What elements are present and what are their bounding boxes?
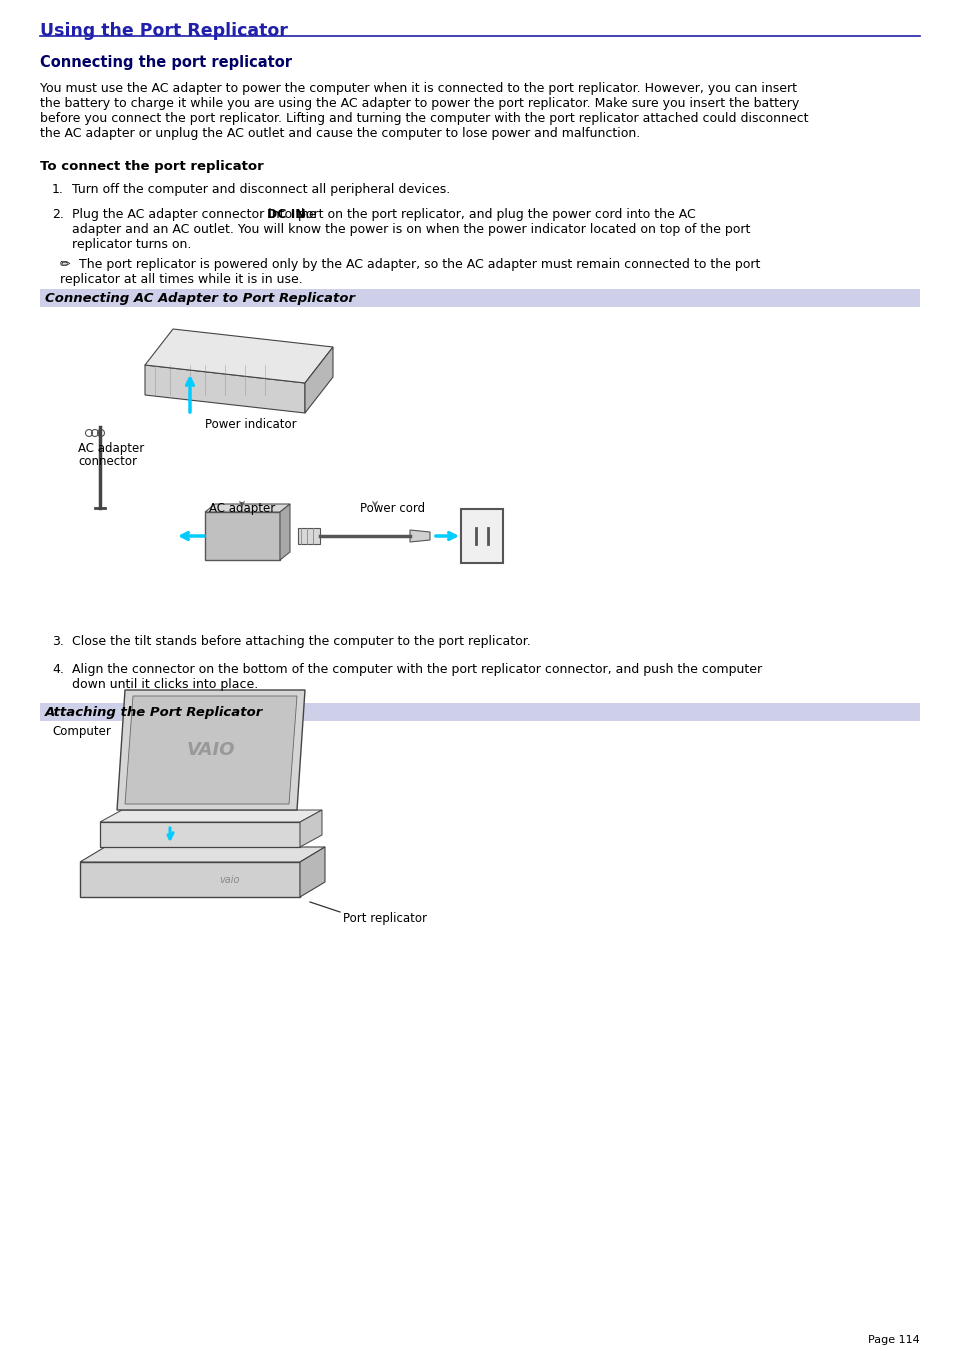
Text: Using the Port Replicator: Using the Port Replicator [40, 22, 288, 41]
Text: Port replicator: Port replicator [343, 912, 427, 925]
Text: Align the connector on the bottom of the computer with the port replicator conne: Align the connector on the bottom of the… [71, 663, 761, 676]
Text: Power indicator: Power indicator [205, 417, 296, 431]
Bar [40, 703, 919, 721]
Text: Connecting the port replicator: Connecting the port replicator [40, 55, 292, 70]
FancyBboxPatch shape [460, 509, 502, 563]
Text: Page 114: Page 114 [867, 1335, 919, 1346]
Polygon shape [117, 690, 305, 811]
Polygon shape [299, 811, 322, 847]
Bar [40, 289, 919, 307]
Text: the AC adapter or unplug the AC outlet and cause the computer to lose power and : the AC adapter or unplug the AC outlet a… [40, 127, 639, 141]
Text: Plug the AC adapter connector into the: Plug the AC adapter connector into the [71, 208, 320, 222]
Text: Power cord: Power cord [359, 503, 425, 515]
Text: 1.: 1. [52, 182, 64, 196]
Polygon shape [100, 821, 299, 847]
Text: before you connect the port replicator. Lifting and turning the computer with th: before you connect the port replicator. … [40, 112, 807, 126]
Text: 2.: 2. [52, 208, 64, 222]
Polygon shape [205, 512, 280, 561]
Text: The port replicator is powered only by the AC adapter, so the AC adapter must re: The port replicator is powered only by t… [75, 258, 760, 272]
Bar [297, 528, 319, 544]
Text: DC IN: DC IN [267, 208, 305, 222]
Text: connector: connector [78, 455, 137, 467]
Polygon shape [305, 347, 333, 413]
Text: 3.: 3. [52, 635, 64, 648]
Text: VAIO: VAIO [186, 740, 234, 759]
Polygon shape [145, 365, 305, 413]
Text: Attaching the Port Replicator: Attaching the Port Replicator [45, 707, 263, 719]
Polygon shape [125, 696, 296, 804]
Polygon shape [100, 811, 322, 821]
Polygon shape [80, 847, 325, 862]
Text: To connect the port replicator: To connect the port replicator [40, 159, 263, 173]
Text: You must use the AC adapter to power the computer when it is connected to the po: You must use the AC adapter to power the… [40, 82, 796, 95]
Text: the battery to charge it while you are using the AC adapter to power the port re: the battery to charge it while you are u… [40, 97, 799, 109]
Text: AC adapter: AC adapter [209, 503, 274, 515]
Polygon shape [299, 847, 325, 897]
Text: Connecting AC Adapter to Port Replicator: Connecting AC Adapter to Port Replicator [45, 292, 355, 305]
Text: vaio: vaio [219, 875, 240, 885]
Text: AC adapter: AC adapter [78, 442, 144, 455]
Text: replicator turns on.: replicator turns on. [71, 238, 192, 251]
Text: port on the port replicator, and plug the power cord into the AC: port on the port replicator, and plug th… [294, 208, 696, 222]
Text: down until it clicks into place.: down until it clicks into place. [71, 678, 258, 690]
Text: adapter and an AC outlet. You will know the power is on when the power indicator: adapter and an AC outlet. You will know … [71, 223, 750, 236]
Text: Computer: Computer [52, 725, 111, 738]
Polygon shape [145, 330, 333, 382]
Text: Close the tilt stands before attaching the computer to the port replicator.: Close the tilt stands before attaching t… [71, 635, 530, 648]
Polygon shape [410, 530, 430, 542]
Text: 4.: 4. [52, 663, 64, 676]
Text: Turn off the computer and disconnect all peripheral devices.: Turn off the computer and disconnect all… [71, 182, 450, 196]
Polygon shape [280, 504, 290, 561]
Polygon shape [80, 862, 299, 897]
Text: ✏: ✏ [60, 258, 71, 272]
Text: replicator at all times while it is in use.: replicator at all times while it is in u… [60, 273, 302, 286]
Polygon shape [205, 504, 290, 512]
